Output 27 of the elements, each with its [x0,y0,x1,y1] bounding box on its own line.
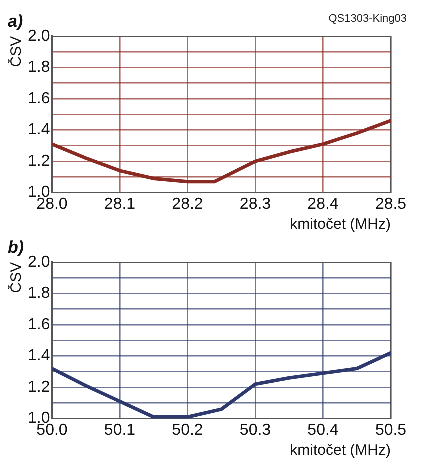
y-tick-label: 1.6 [28,316,50,334]
x-tick-label: 28.5 [375,196,407,213]
x-axis-title: kmitočet (MHz) [290,216,391,234]
chart-title: a) [8,12,24,31]
y-tick-label: 1.4 [28,122,50,139]
x-tick-label: 50.4 [308,422,339,439]
y-axis-title: ČSV [7,36,26,68]
y-tick-label: 2.0 [28,254,50,271]
y-tick-label: 1.8 [28,285,50,302]
x-axis-title: kmitočet (MHz) [290,442,391,460]
y-tick-label: 1.2 [28,152,50,170]
x-tick-label: 28.2 [172,196,204,213]
x-tick-label: 50.1 [104,422,136,439]
y-tick-label: 1.6 [28,90,50,108]
x-tick-label: 50.3 [240,422,272,439]
x-tick-label: 28.4 [308,196,339,213]
x-tick-label: 28.1 [104,196,136,213]
y-tick-label: 2.0 [28,28,50,45]
text: QS1303-King03 [328,13,407,25]
y-axis-title: ČSV [7,262,26,294]
x-tick-label: 28.3 [240,196,272,213]
x-tick-label: 50.2 [172,422,204,439]
chart-title: b) [8,238,24,257]
y-tick-label: 1.4 [28,348,50,365]
y-tick-label: 1.8 [28,59,50,76]
x-tick-label: 50.5 [375,422,407,439]
y-tick-label: 1.2 [28,378,50,396]
